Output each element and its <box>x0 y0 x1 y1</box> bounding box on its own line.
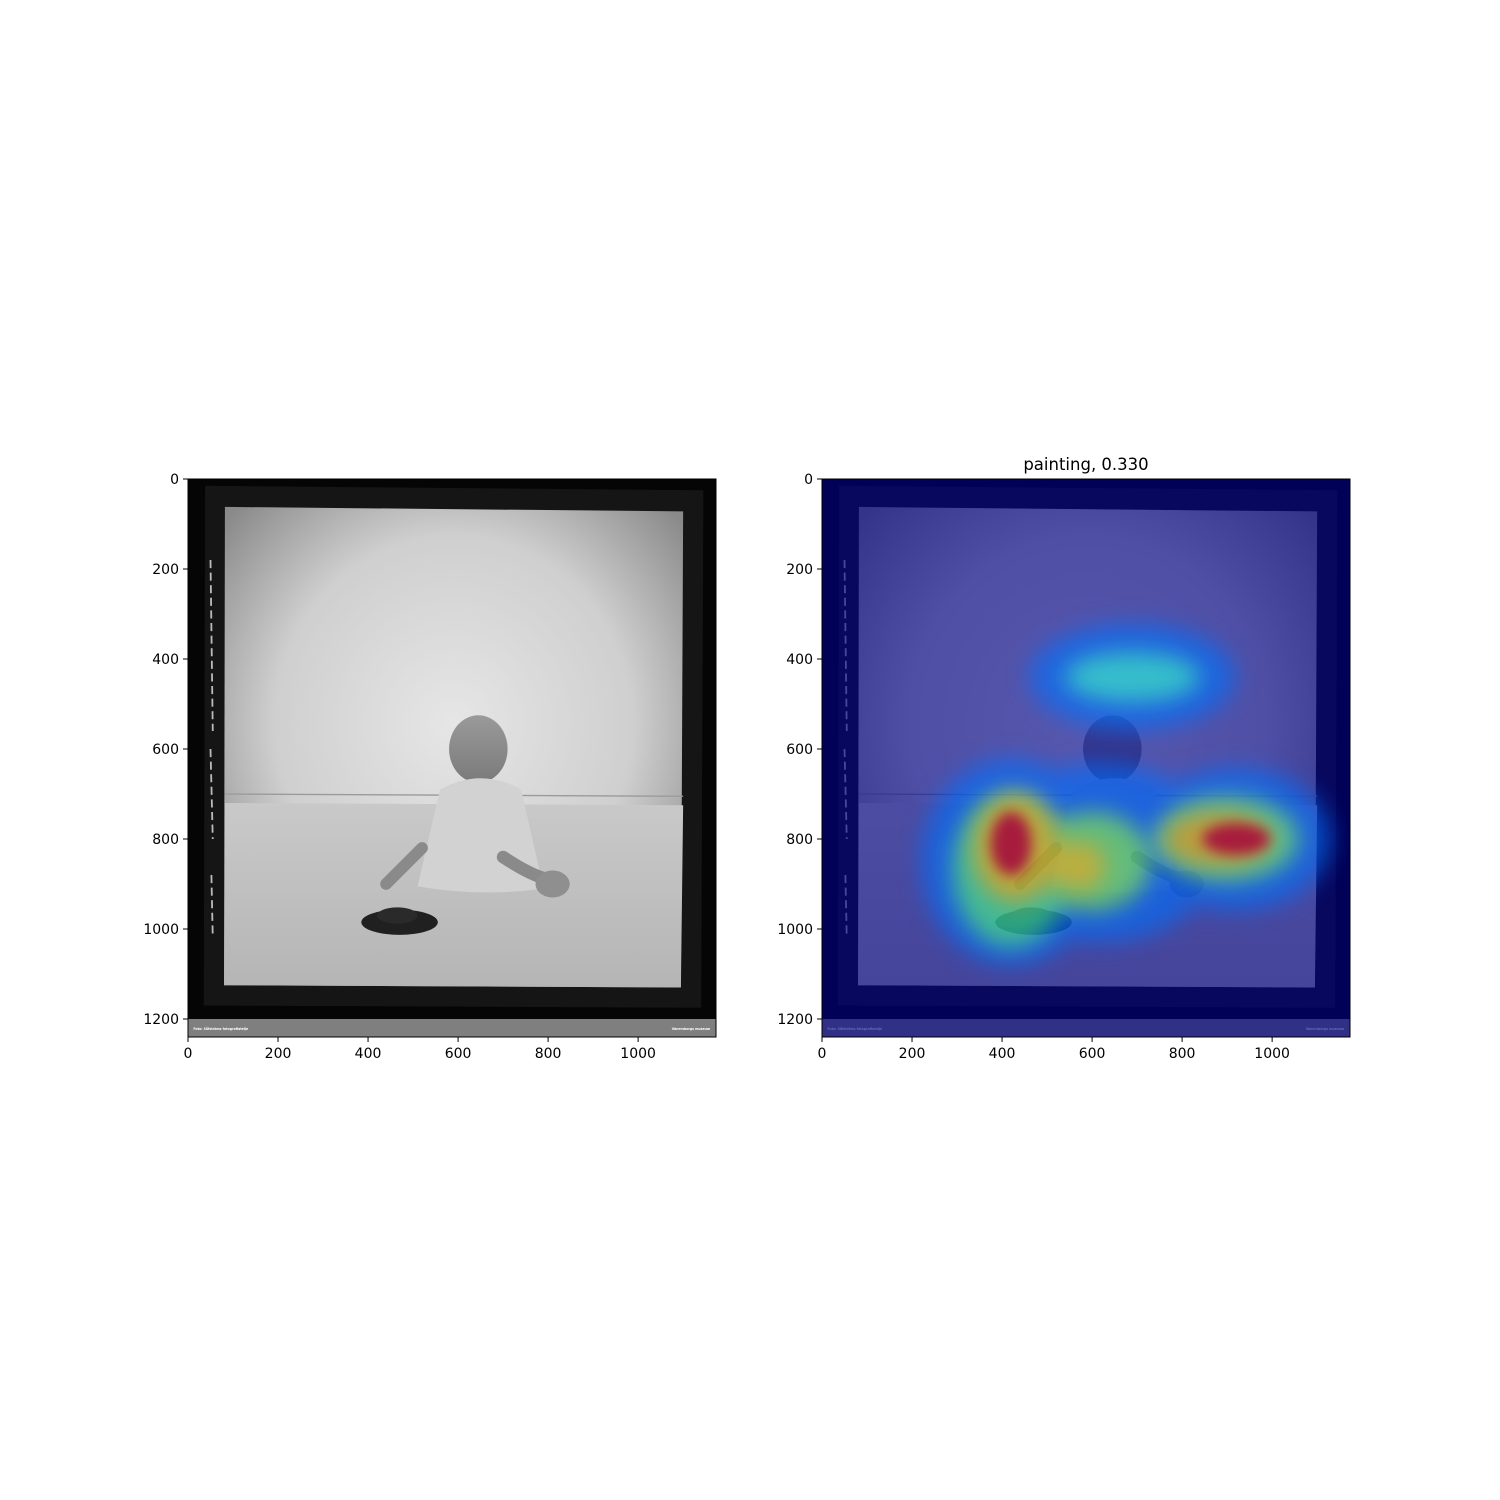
cold-base <box>822 479 1350 1037</box>
x-tick-label: 1000 <box>1254 1046 1290 1062</box>
y-tick-label: 600 <box>786 742 813 758</box>
heatmap-image: Foto: Såfströms fotografiatelje Vänersbo… <box>822 479 1350 1037</box>
y-tick-label: 0 <box>804 472 813 488</box>
x-tick-label: 600 <box>445 1046 472 1062</box>
heat-overlay <box>921 623 1331 965</box>
x-tick-label: 1000 <box>620 1046 656 1062</box>
x-tick-label: 800 <box>1169 1046 1196 1062</box>
credit-right: Vänersborgs museum <box>672 1027 711 1031</box>
y-tick-label: 200 <box>786 562 813 578</box>
x-tick-label: 400 <box>355 1046 382 1062</box>
x-tick-label: 600 <box>1079 1046 1106 1062</box>
right-axis-ticks: 0 200 400 600 800 1000 0 200 400 600 800 1000 1200 <box>777 472 1290 1062</box>
y-tick-label: 400 <box>786 652 813 668</box>
right-axes-frame <box>821 478 1351 1038</box>
right-axes: painting, 0.330 Foto: Såfströms fotograf… <box>777 455 1351 1062</box>
y-tick-label: 800 <box>786 832 813 848</box>
x-tick-label: 400 <box>989 1046 1016 1062</box>
y-tick-label: 400 <box>152 652 179 668</box>
credit-left: Foto: Såfströms fotografiatelje <box>193 1026 248 1031</box>
y-tick-label: 200 <box>152 562 179 578</box>
x-tick-label: 0 <box>184 1046 193 1062</box>
x-tick-label: 200 <box>899 1046 926 1062</box>
x-tick-label: 800 <box>535 1046 562 1062</box>
y-tick-label: 1200 <box>777 1012 813 1028</box>
y-tick-label: 1000 <box>777 922 813 938</box>
heatmap-title: painting, 0.330 <box>1023 455 1148 474</box>
x-tick-label: 200 <box>265 1046 292 1062</box>
left-axes-frame <box>187 478 717 1038</box>
y-tick-label: 0 <box>170 472 179 488</box>
y-tick-label: 1200 <box>143 1012 179 1028</box>
photo-image: Foto: Såfströms fotografiatelje Vänersbo… <box>188 479 716 1037</box>
y-tick-label: 800 <box>152 832 179 848</box>
left-axes: Foto: Såfströms fotografiatelje Vänersbo… <box>143 472 717 1062</box>
left-axis-ticks: 0 200 400 600 800 1000 0 200 400 600 800 1000 1200 <box>143 472 656 1062</box>
y-tick-label: 600 <box>152 742 179 758</box>
y-tick-label: 1000 <box>143 922 179 938</box>
x-tick-label: 0 <box>818 1046 827 1062</box>
